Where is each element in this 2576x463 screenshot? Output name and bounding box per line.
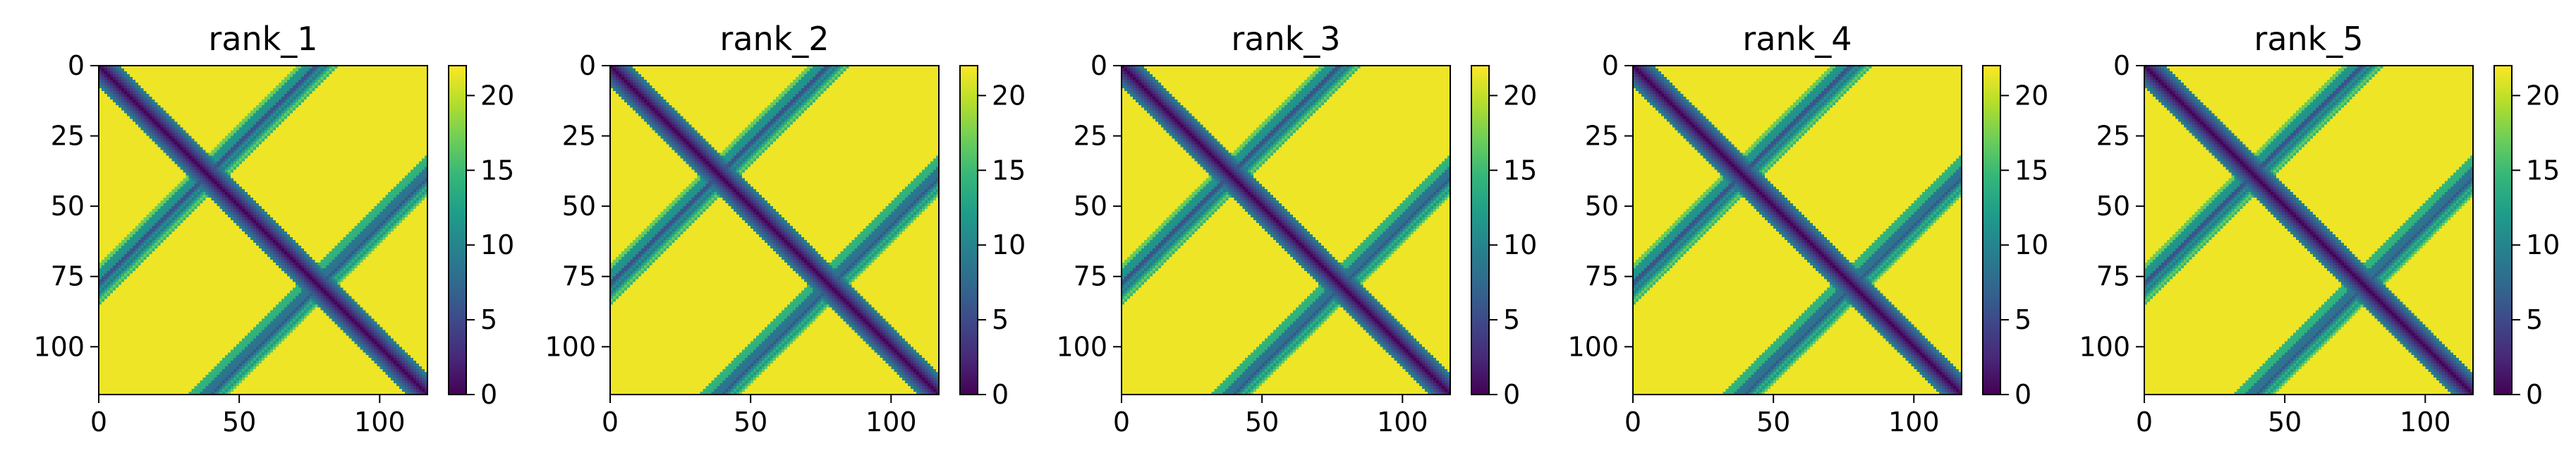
- colorbar-tick-label: 0: [992, 379, 1009, 410]
- subplot-4: rank_4 0 50 100 0 25 50 75 100 0 5 10 15 20: [1567, 20, 2048, 438]
- colorbar: [1983, 66, 2000, 395]
- x-tick-label: 50: [1245, 407, 1279, 438]
- x-tick-label: 0: [90, 407, 107, 438]
- y-tick-label: 25: [51, 121, 85, 152]
- y-tick-label: 100: [545, 331, 596, 362]
- colorbar-tick-label: 15: [480, 155, 514, 186]
- colorbar-frame: [959, 65, 978, 395]
- colorbar-tick-label: 5: [992, 304, 1009, 335]
- subplot-title: rank_2: [719, 20, 829, 58]
- subplot-1: rank_1 0 50 100 0 25 50 75 100 0 5 10 15 20: [33, 20, 514, 438]
- colorbar-tick-label: 15: [2015, 155, 2048, 186]
- colorbar-frame: [1982, 65, 2001, 395]
- colorbar-frame: [2493, 65, 2513, 395]
- x-tick-label: 0: [1624, 407, 1641, 438]
- x-tick-label: 100: [1888, 407, 1940, 438]
- subplot-2: rank_2 0 50 100 0 25 50 75 100 0 5 10 15 20: [545, 20, 1026, 438]
- y-tick-label: 0: [579, 50, 596, 81]
- colorbar-tick-label: 15: [992, 155, 1026, 186]
- colorbar: [960, 66, 978, 395]
- colorbar: [2494, 66, 2512, 395]
- x-tick-label: 50: [222, 407, 256, 438]
- colorbar-tick-label: 5: [1503, 304, 1520, 335]
- colorbar-tick-label: 0: [1503, 379, 1520, 410]
- colorbar-tick-label: 20: [1503, 80, 1537, 111]
- y-tick-label: 50: [1585, 191, 1619, 222]
- y-tick-label: 25: [1074, 121, 1107, 152]
- x-tick-label: 100: [2400, 407, 2451, 438]
- heatmap-image: [99, 66, 427, 395]
- axes-frame: [2144, 65, 2474, 395]
- colorbar: [1471, 66, 1489, 395]
- axes-frame: [1121, 65, 1451, 395]
- subplot-title: rank_5: [2254, 20, 2363, 58]
- heatmap-image: [1122, 66, 1450, 395]
- y-tick-label: 25: [562, 121, 596, 152]
- y-tick-label: 0: [1602, 50, 1619, 81]
- colorbar-tick-label: 15: [1503, 155, 1537, 186]
- colorbar-tick-label: 20: [2526, 80, 2560, 111]
- x-tick-label: 0: [602, 407, 619, 438]
- y-tick-label: 75: [51, 261, 85, 292]
- heatmap-image: [610, 66, 939, 395]
- axes-frame: [609, 65, 940, 395]
- y-tick-label: 75: [562, 261, 596, 292]
- colorbar-tick-label: 10: [2526, 229, 2560, 260]
- colorbar-tick-label: 10: [1503, 229, 1537, 260]
- y-tick-label: 25: [1585, 121, 1619, 152]
- y-tick-label: 100: [1567, 331, 1619, 362]
- x-tick-label: 0: [2136, 407, 2153, 438]
- y-tick-label: 0: [1090, 50, 1107, 81]
- x-tick-label: 100: [865, 407, 917, 438]
- y-tick-label: 100: [2079, 331, 2130, 362]
- axes-frame: [1632, 65, 1962, 395]
- colorbar-tick-label: 5: [480, 304, 497, 335]
- colorbar-frame: [1471, 65, 1490, 395]
- colorbar-frame: [448, 65, 467, 395]
- colorbar-tick-label: 5: [2526, 304, 2543, 335]
- colorbar-tick-label: 20: [480, 80, 514, 111]
- y-tick-label: 50: [2096, 191, 2130, 222]
- y-tick-label: 100: [33, 331, 85, 362]
- colorbar-tick-label: 10: [2015, 229, 2048, 260]
- y-tick-label: 75: [1585, 261, 1619, 292]
- subplot-title: rank_3: [1231, 20, 1340, 58]
- x-tick-label: 100: [1377, 407, 1428, 438]
- colorbar-tick-label: 0: [2526, 379, 2543, 410]
- y-tick-label: 75: [1074, 261, 1107, 292]
- colorbar-tick-label: 0: [2015, 379, 2031, 410]
- subplot-3: rank_3 0 50 100 0 25 50 75 100 0 5 10 15 20: [1056, 20, 1537, 438]
- subplot-title: rank_4: [1742, 20, 1852, 58]
- y-tick-label: 50: [562, 191, 596, 222]
- axes-frame: [98, 65, 428, 395]
- x-tick-label: 50: [734, 407, 767, 438]
- y-tick-label: 100: [1056, 331, 1107, 362]
- y-tick-label: 50: [1074, 191, 1107, 222]
- x-tick-label: 0: [1113, 407, 1130, 438]
- colorbar-tick-label: 15: [2526, 155, 2560, 186]
- heatmap-image: [1633, 66, 1962, 395]
- subplot-5: rank_5 0 50 100 0 25 50 75 100 0 5 10 15 20: [2079, 20, 2560, 438]
- y-tick-label: 0: [68, 50, 85, 81]
- colorbar: [449, 66, 466, 395]
- x-tick-label: 100: [354, 407, 406, 438]
- y-tick-label: 25: [2096, 121, 2130, 152]
- x-tick-label: 50: [1756, 407, 1790, 438]
- y-tick-label: 0: [2113, 50, 2130, 81]
- colorbar-tick-label: 10: [480, 229, 514, 260]
- y-tick-label: 50: [51, 191, 85, 222]
- heatmap-image: [2144, 66, 2473, 395]
- colorbar-tick-label: 20: [992, 80, 1026, 111]
- colorbar-tick-label: 10: [992, 229, 1026, 260]
- x-tick-label: 50: [2268, 407, 2302, 438]
- subplot-title: rank_1: [208, 20, 317, 58]
- y-tick-label: 75: [2096, 261, 2130, 292]
- colorbar-tick-label: 20: [2015, 80, 2048, 111]
- colorbar-tick-label: 0: [480, 379, 497, 410]
- colorbar-tick-label: 5: [2015, 304, 2031, 335]
